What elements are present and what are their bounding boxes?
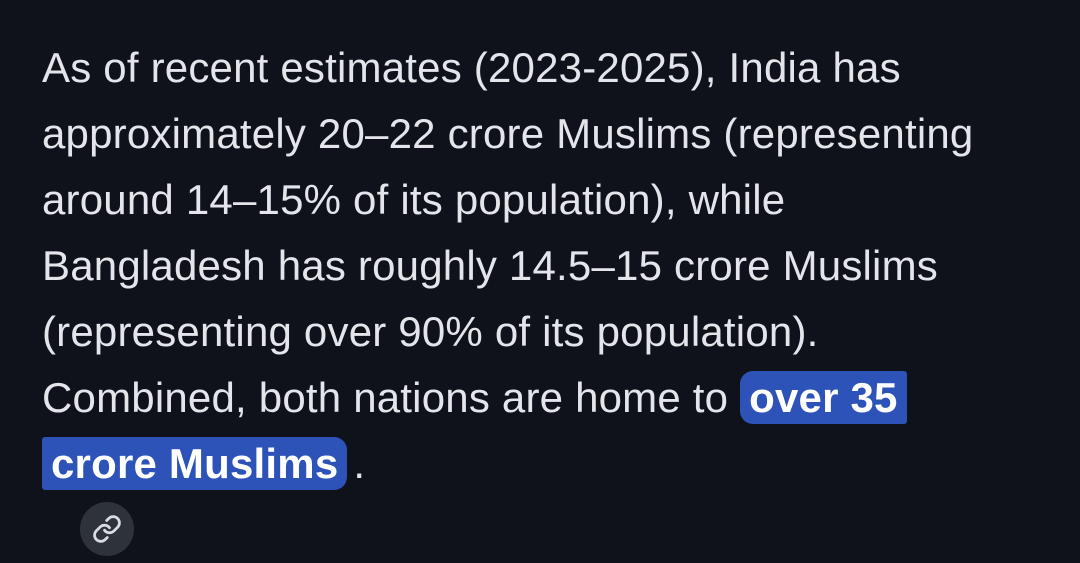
paragraph-line: As of recent estimates (2023-2025), Indi… (42, 35, 1060, 101)
citation-link-button[interactable] (79, 501, 134, 556)
link-icon (93, 515, 121, 543)
screenshot-root: { "theme": { "background": "#0f121a", "t… (42, 44, 974, 556)
text-segment: around 14–15% of its population), while (42, 176, 786, 223)
text-segment: Bangladesh has roughly 14.5–15 crore Mus… (42, 242, 938, 289)
paragraph-line: Bangladesh has roughly 14.5–15 crore Mus… (42, 233, 1060, 299)
text-segment: approximately 20–22 crore Muslims (repre… (42, 110, 974, 157)
highlighted-citation-text[interactable]: over 35 (740, 371, 907, 424)
paragraph-line: Combined, both nations are home to over … (42, 365, 1060, 431)
paragraph-line: (representing over 90% of its population… (42, 299, 1060, 365)
highlighted-citation-text[interactable]: crore Muslims (42, 437, 348, 490)
chat-response-area: As of recent estimates (2023-2025), Indi… (42, 44, 973, 556)
paragraph-line: approximately 20–22 crore Muslims (repre… (42, 101, 1060, 167)
paragraph-line: crore Muslims. (42, 431, 1060, 563)
response-paragraph: As of recent estimates (2023-2025), Indi… (42, 35, 1060, 563)
text-segment: Combined, both nations are home to (42, 374, 741, 421)
paragraph-line: around 14–15% of its population), while (42, 167, 1060, 233)
text-segment: (representing over 90% of its population… (42, 308, 819, 355)
text-segment: As of recent estimates (2023-2025), Indi… (42, 44, 901, 91)
text-segment: . (353, 440, 366, 487)
